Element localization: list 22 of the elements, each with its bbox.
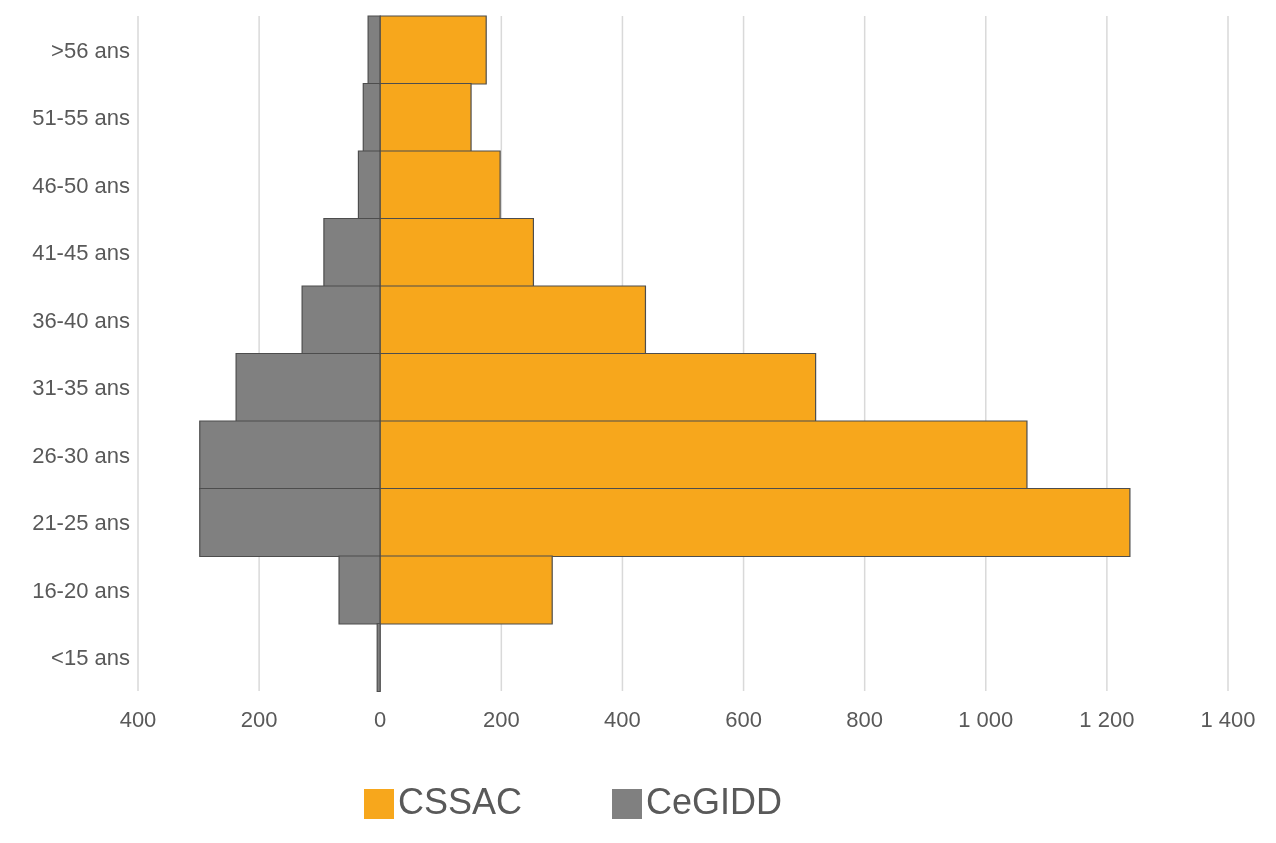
x-tick-label: 1 000 xyxy=(958,706,1014,732)
y-tick-label: 36-40 ans xyxy=(32,307,130,333)
y-tick-label: 26-30 ans xyxy=(32,442,130,468)
legend-label: CeGIDD xyxy=(646,781,783,822)
x-tick-label: 1 400 xyxy=(1200,706,1256,732)
x-tick-label: 800 xyxy=(846,706,884,732)
y-tick-label: >56 ans xyxy=(51,37,130,63)
y-tick-label: <15 ans xyxy=(51,645,130,671)
y-tick-label: 16-20 ans xyxy=(32,577,130,603)
y-tick-label: 46-50 ans xyxy=(32,172,130,198)
legend-label: CSSAC xyxy=(397,781,522,822)
x-tick-label: 200 xyxy=(240,706,278,732)
x-tick-label: 0 xyxy=(374,706,387,732)
x-tick-label: 600 xyxy=(725,706,762,732)
y-tick-label: 31-35 ans xyxy=(32,375,130,401)
x-tick-label: 400 xyxy=(604,706,641,732)
y-tick-label: 21-25 ans xyxy=(32,510,130,536)
x-tick-label: 200 xyxy=(482,706,520,732)
y-tick-label: 51-55 ans xyxy=(32,105,130,131)
y-tick-label: 41-45 ans xyxy=(32,240,130,266)
x-tick-label: 1 200 xyxy=(1079,706,1135,732)
x-tick-label: 400 xyxy=(119,706,157,732)
